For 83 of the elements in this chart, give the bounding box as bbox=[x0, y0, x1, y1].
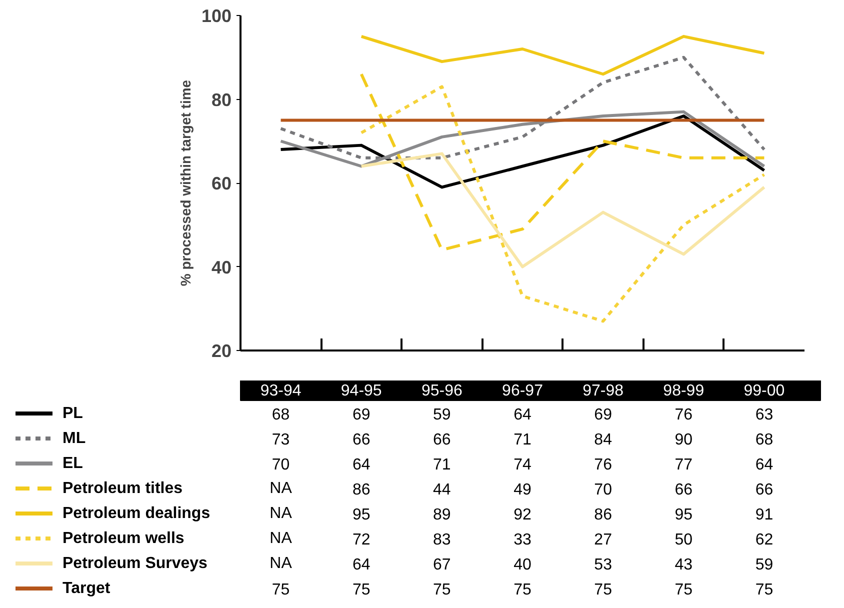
data-label: 92 bbox=[514, 506, 532, 524]
y-tick-label: 60 bbox=[211, 174, 232, 194]
y-tick-label: 100 bbox=[201, 6, 232, 26]
text: NA bbox=[270, 555, 292, 572]
text: NA bbox=[270, 480, 292, 497]
data-label: 44 bbox=[433, 482, 451, 498]
data-label: 71 bbox=[514, 432, 532, 448]
data-label: 66 bbox=[433, 432, 451, 448]
line-series bbox=[279, 110, 766, 168]
data-label: 95 bbox=[674, 506, 693, 524]
x-tick-label: 99-00 bbox=[744, 382, 785, 400]
data-label: 91 bbox=[755, 506, 774, 524]
data-label: 68 bbox=[755, 432, 774, 448]
legend-label: PL bbox=[62, 405, 84, 422]
data-label: 49 bbox=[514, 482, 532, 498]
legend-label: Petroleum wells bbox=[62, 530, 184, 547]
x-tick-label: 98-99 bbox=[663, 382, 704, 400]
data-label: 86 bbox=[594, 506, 612, 524]
data-label: 84 bbox=[594, 432, 612, 448]
data-label: 95 bbox=[352, 506, 370, 524]
data-label: 83 bbox=[433, 532, 451, 548]
data-label: 62 bbox=[755, 532, 774, 548]
data-label: 89 bbox=[433, 506, 451, 524]
data-label: 40 bbox=[514, 556, 532, 574]
data-label: 64 bbox=[352, 456, 370, 474]
data-label: 90 bbox=[674, 432, 693, 448]
data-label: 74 bbox=[514, 456, 532, 474]
data-label: 66 bbox=[352, 432, 370, 448]
data-label: 75 bbox=[352, 582, 370, 598]
data-label: 75 bbox=[272, 582, 290, 598]
line-series bbox=[360, 34, 766, 76]
legend-label: ML bbox=[62, 430, 86, 447]
data-label: 59 bbox=[755, 556, 774, 574]
data-label: 70 bbox=[272, 456, 290, 474]
text: NA bbox=[270, 530, 292, 547]
data-label: 69 bbox=[352, 406, 370, 424]
data-label: 64 bbox=[755, 456, 774, 474]
data-label: 75 bbox=[594, 582, 612, 598]
line-series bbox=[360, 85, 766, 323]
data-label: 67 bbox=[433, 556, 451, 574]
data-label: 73 bbox=[272, 432, 290, 448]
legend-label: Target bbox=[62, 580, 111, 597]
legend-label: Petroleum titles bbox=[62, 480, 183, 497]
data-label: 68 bbox=[272, 406, 290, 424]
data-label: 33 bbox=[514, 532, 532, 548]
legend-label: Petroleum dealings bbox=[62, 505, 210, 522]
data-label: 69 bbox=[594, 406, 612, 424]
y-axis-title: % processed within target time bbox=[177, 80, 194, 286]
data-label: 75 bbox=[514, 582, 532, 598]
data-label: 66 bbox=[674, 482, 693, 498]
line-series bbox=[360, 152, 766, 268]
data-label: 64 bbox=[352, 556, 370, 574]
x-tick-label: 95-96 bbox=[421, 382, 462, 400]
line-series bbox=[360, 72, 766, 252]
data-label: 76 bbox=[674, 406, 693, 424]
data-label: 64 bbox=[514, 406, 532, 424]
y-tick-label: 80 bbox=[211, 90, 232, 110]
x-tick-label: 94-95 bbox=[340, 382, 382, 400]
data-label: 43 bbox=[674, 556, 693, 574]
data-label: 63 bbox=[755, 406, 774, 424]
data-label: 66 bbox=[755, 482, 774, 498]
data-label: 72 bbox=[352, 532, 370, 548]
data-label: 75 bbox=[433, 582, 451, 598]
line-series bbox=[279, 56, 766, 160]
data-label: 59 bbox=[433, 406, 451, 424]
y-tick-label: 40 bbox=[211, 257, 232, 278]
text: NA bbox=[270, 505, 292, 522]
data-label: 86 bbox=[352, 482, 370, 498]
data-label: 75 bbox=[755, 582, 774, 598]
data-label: 75 bbox=[674, 582, 693, 598]
data-label: 50 bbox=[674, 532, 693, 548]
legend-label: Petroleum Surveys bbox=[62, 555, 208, 572]
data-label: 27 bbox=[594, 532, 612, 548]
x-tick-label: 97-98 bbox=[582, 382, 624, 400]
data-label: 53 bbox=[594, 556, 612, 574]
data-label: 71 bbox=[433, 456, 451, 474]
legend-label: EL bbox=[62, 455, 84, 472]
x-tick-label: 96-97 bbox=[502, 382, 544, 400]
data-label: 70 bbox=[594, 482, 612, 498]
data-label: 77 bbox=[674, 456, 693, 474]
y-tick-label: 20 bbox=[211, 341, 232, 361]
x-tick-label: 93-94 bbox=[260, 382, 302, 400]
data-label: 76 bbox=[594, 456, 612, 474]
